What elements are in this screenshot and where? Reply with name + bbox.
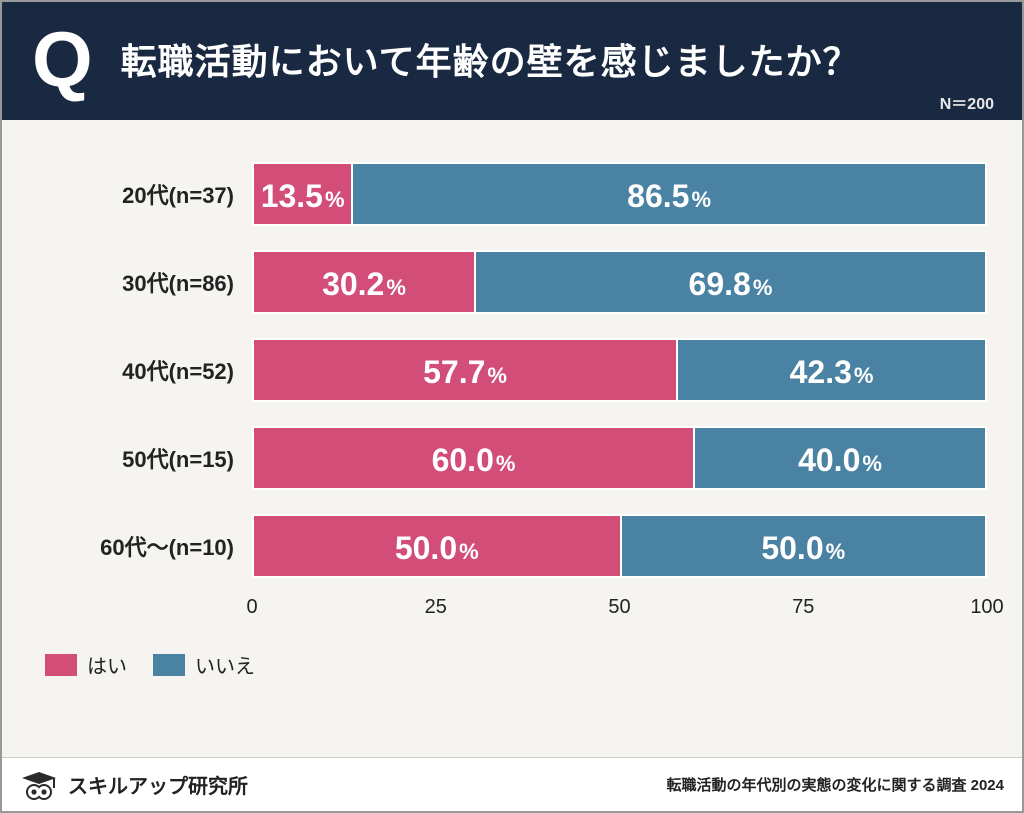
percent-sign: %: [691, 187, 711, 213]
chart-row: 50代(n=15)60.0%40.0%: [37, 414, 987, 502]
legend-swatch: [45, 654, 77, 676]
axis-tick: 50: [608, 596, 630, 619]
source-label: 転職活動の年代別の実態の変化に関する調査 2024: [666, 774, 1004, 795]
chart-area: 20代(n=37)13.5%86.5%30代(n=86)30.2%69.8%40…: [2, 120, 1022, 757]
brand: スキルアップ研究所: [20, 768, 248, 802]
bar-track: 30.2%69.8%: [252, 250, 987, 314]
bar-segment-no: 69.8%: [474, 250, 987, 314]
percent-sign: %: [325, 187, 345, 213]
bars-container: 20代(n=37)13.5%86.5%30代(n=86)30.2%69.8%40…: [37, 150, 987, 590]
segment-value: 86.5: [627, 164, 689, 228]
segment-value: 30.2: [322, 252, 384, 316]
row-label: 30代(n=86): [37, 266, 252, 298]
percent-sign: %: [487, 363, 507, 389]
bar-segment-yes: 60.0%: [252, 426, 693, 490]
bar-segment-yes: 30.2%: [252, 250, 474, 314]
axis-tick: 25: [425, 596, 447, 619]
bar-segment-yes: 13.5%: [252, 162, 351, 226]
legend-label: いいえ: [195, 650, 255, 679]
question-title: 転職活動において年齢の壁を感じましたか？: [121, 33, 860, 85]
chart-row: 20代(n=37)13.5%86.5%: [37, 150, 987, 238]
percent-sign: %: [854, 363, 874, 389]
row-label: 40代(n=52): [37, 354, 252, 386]
x-axis: 0255075100: [37, 596, 987, 636]
percent-sign: %: [862, 451, 882, 477]
header: Q 転職活動において年齢の壁を感じましたか？ N＝200: [2, 2, 1022, 120]
segment-value: 40.0: [798, 428, 860, 492]
question-mark-icon: Q: [32, 20, 91, 98]
legend-item-no: いいえ: [153, 650, 255, 679]
axis-tick: 100: [970, 596, 1003, 619]
bar-track: 13.5%86.5%: [252, 162, 987, 226]
legend: はい いいえ: [37, 636, 987, 697]
chart-row: 30代(n=86)30.2%69.8%: [37, 238, 987, 326]
bar-segment-no: 42.3%: [676, 338, 987, 402]
percent-sign: %: [753, 275, 773, 301]
brand-name: スキルアップ研究所: [68, 770, 248, 799]
legend-swatch: [153, 654, 185, 676]
owl-icon: [20, 768, 58, 802]
percent-sign: %: [386, 275, 406, 301]
footer: スキルアップ研究所 転職活動の年代別の実態の変化に関する調査 2024: [2, 757, 1022, 811]
bar-segment-no: 50.0%: [620, 514, 988, 578]
bar-track: 60.0%40.0%: [252, 426, 987, 490]
axis-tick: 75: [792, 596, 814, 619]
percent-sign: %: [459, 539, 479, 565]
percent-sign: %: [496, 451, 516, 477]
row-label: 50代(n=15): [37, 442, 252, 474]
row-label: 20代(n=37): [37, 178, 252, 210]
chart-row: 40代(n=52)57.7%42.3%: [37, 326, 987, 414]
bar-segment-no: 86.5%: [351, 162, 987, 226]
bar-track: 57.7%42.3%: [252, 338, 987, 402]
segment-value: 60.0: [432, 428, 494, 492]
segment-value: 13.5: [261, 164, 323, 228]
legend-label: はい: [87, 650, 127, 679]
segment-value: 42.3: [790, 340, 852, 404]
segment-value: 50.0: [761, 516, 823, 580]
chart-row: 60代～(n=10)50.0%50.0%: [37, 502, 987, 590]
sample-size-label: N＝200: [940, 90, 994, 114]
segment-value: 50.0: [395, 516, 457, 580]
bar-segment-yes: 57.7%: [252, 338, 676, 402]
bar-track: 50.0%50.0%: [252, 514, 987, 578]
row-label: 60代～(n=10): [37, 530, 252, 562]
legend-item-yes: はい: [45, 650, 127, 679]
segment-value: 57.7: [423, 340, 485, 404]
percent-sign: %: [826, 539, 846, 565]
axis-tick: 0: [246, 596, 257, 619]
bar-segment-yes: 50.0%: [252, 514, 620, 578]
segment-value: 69.8: [689, 252, 751, 316]
bar-segment-no: 40.0%: [693, 426, 987, 490]
